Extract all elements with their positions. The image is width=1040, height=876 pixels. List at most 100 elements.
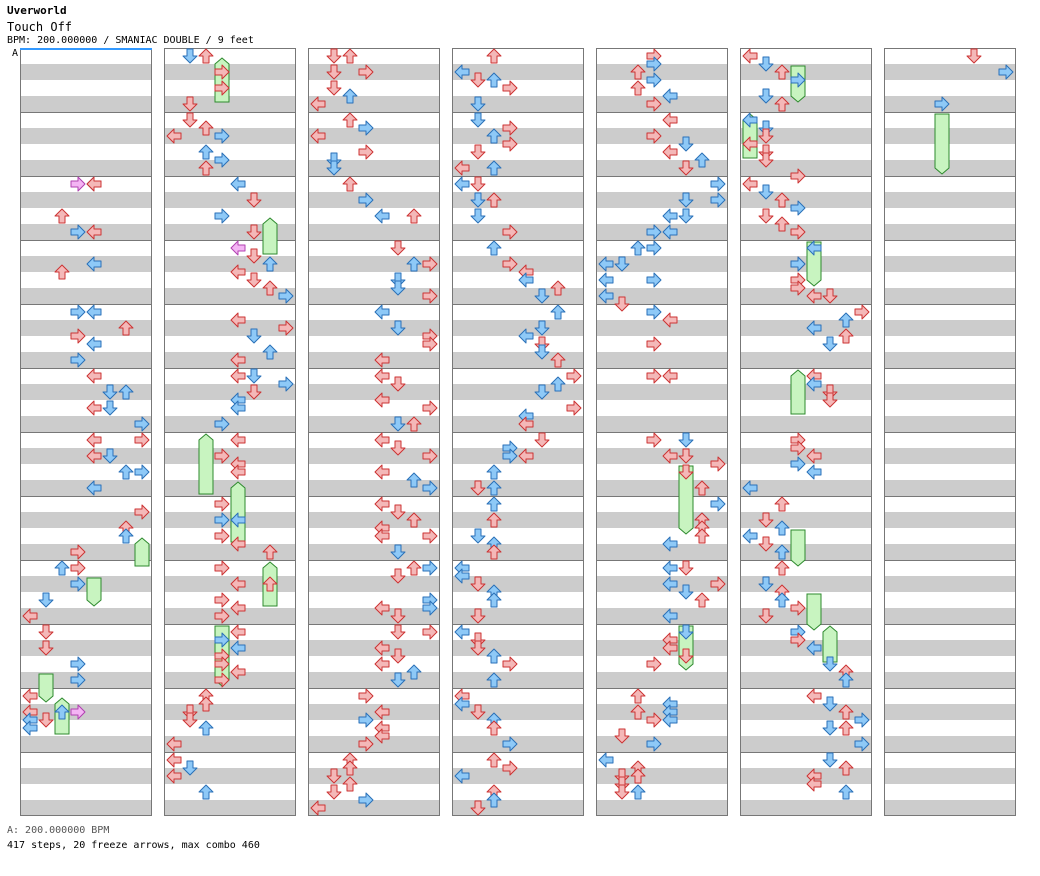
freeze-arrow: [790, 369, 806, 415]
step-arrow-d-icon: [390, 624, 406, 640]
step-arrow-u-icon: [486, 592, 502, 608]
step-arrow-r-icon: [214, 632, 230, 648]
step-arrow-d-icon: [758, 208, 774, 224]
step-arrow-u-icon: [486, 720, 502, 736]
beat-stripe: [596, 96, 728, 112]
step-arrow-l-icon: [454, 176, 470, 192]
step-arrow-l-icon: [374, 656, 390, 672]
step-arrow-l-icon: [662, 712, 678, 728]
step-arrow-u-icon: [486, 480, 502, 496]
step-arrow-u-icon: [774, 544, 790, 560]
beat-stripe: [596, 288, 728, 304]
beat-stripe: [884, 288, 1016, 304]
step-arrow-u-icon: [774, 216, 790, 232]
step-arrow-l-icon: [662, 640, 678, 656]
beat-stripe: [740, 320, 872, 336]
beat-stripe: [308, 608, 440, 624]
beat-stripe: [20, 160, 152, 176]
freeze-arrow: [230, 481, 246, 543]
step-arrow-l-icon: [806, 320, 822, 336]
beat-stripe: [452, 416, 584, 432]
beat-stripe: [20, 704, 152, 720]
step-arrow-r-icon: [790, 200, 806, 216]
step-arrow-l-icon: [598, 272, 614, 288]
step-arrow-d-icon: [102, 400, 118, 416]
step-arrow-d-icon: [246, 248, 262, 264]
step-arrow-l-icon: [598, 752, 614, 768]
step-arrow-r-icon: [646, 304, 662, 320]
beat-stripe: [20, 448, 152, 464]
step-arrow-r-icon: [278, 320, 294, 336]
step-arrow-u-icon: [550, 376, 566, 392]
step-arrow-r-icon: [646, 656, 662, 672]
step-arrow-d-icon: [390, 672, 406, 688]
beat-stripe: [452, 544, 584, 560]
step-arrow-r-icon: [70, 352, 86, 368]
beat-stripe: [596, 480, 728, 496]
step-arrow-l-icon: [166, 752, 182, 768]
beat-stripe: [884, 544, 1016, 560]
step-arrow-r-icon: [854, 736, 870, 752]
beat-stripe: [164, 64, 296, 80]
step-arrow-d-icon: [678, 136, 694, 152]
step-arrow-r-icon: [214, 80, 230, 96]
step-arrow-d-icon: [822, 288, 838, 304]
step-arrow-r-icon: [214, 528, 230, 544]
beat-stripe: [740, 96, 872, 112]
step-arrow-d-icon: [246, 224, 262, 240]
step-arrow-r-icon: [502, 760, 518, 776]
step-arrow-d-icon: [470, 144, 486, 160]
step-arrow-r-icon: [358, 688, 374, 704]
beat-stripe: [308, 640, 440, 656]
step-arrow-l-icon: [86, 304, 102, 320]
step-arrow-u-icon: [486, 128, 502, 144]
step-arrow-u-icon: [694, 528, 710, 544]
step-arrow-l-icon: [230, 368, 246, 384]
beat-stripe: [20, 512, 152, 528]
step-arrow-u-icon: [262, 280, 278, 296]
step-arrow-u-icon: [630, 768, 646, 784]
beat-stripe: [452, 704, 584, 720]
beat-stripe: [164, 384, 296, 400]
beat-stripe: [164, 96, 296, 112]
step-arrow-l-icon: [230, 352, 246, 368]
beat-stripe: [164, 480, 296, 496]
step-arrow-d-icon: [470, 608, 486, 624]
step-arrow-u-icon: [550, 304, 566, 320]
step-arrow-u-icon: [774, 496, 790, 512]
beat-stripe: [452, 480, 584, 496]
beat-stripe: [308, 416, 440, 432]
beat-stripe: [308, 800, 440, 816]
step-arrow-u-icon: [486, 648, 502, 664]
panel-border: [740, 48, 872, 816]
step-arrow-d-icon: [758, 88, 774, 104]
step-arrow-l-icon: [166, 768, 182, 784]
step-arrow-l-icon: [806, 288, 822, 304]
step-arrow-r-icon: [710, 192, 726, 208]
beat-stripe: [308, 672, 440, 688]
beat-stripe: [740, 608, 872, 624]
step-arrow-r-icon: [790, 600, 806, 616]
beat-stripe: [452, 608, 584, 624]
step-arrow-l-icon: [662, 312, 678, 328]
beat-stripe: [308, 160, 440, 176]
step-arrow-d-icon: [390, 416, 406, 432]
step-arrow-l-icon: [86, 432, 102, 448]
step-arrow-r-icon: [646, 240, 662, 256]
step-arrow-d-icon: [390, 376, 406, 392]
step-arrow-r-icon: [422, 336, 438, 352]
beat-stripe: [20, 384, 152, 400]
step-arrow-l-icon: [230, 264, 246, 280]
step-arrow-u-icon: [198, 784, 214, 800]
step-arrow-r-icon: [790, 456, 806, 472]
step-arrow-r-icon: [502, 120, 518, 136]
beat-stripe: [20, 352, 152, 368]
beat-stripe: [164, 128, 296, 144]
beat-stripe: [308, 96, 440, 112]
step-arrow-u-icon: [342, 176, 358, 192]
step-arrow-d-icon: [470, 72, 486, 88]
step-arrow-u-icon: [198, 144, 214, 160]
step-arrow-l-icon: [374, 352, 390, 368]
beat-stripe: [308, 768, 440, 784]
freeze-arrow: [934, 113, 950, 175]
